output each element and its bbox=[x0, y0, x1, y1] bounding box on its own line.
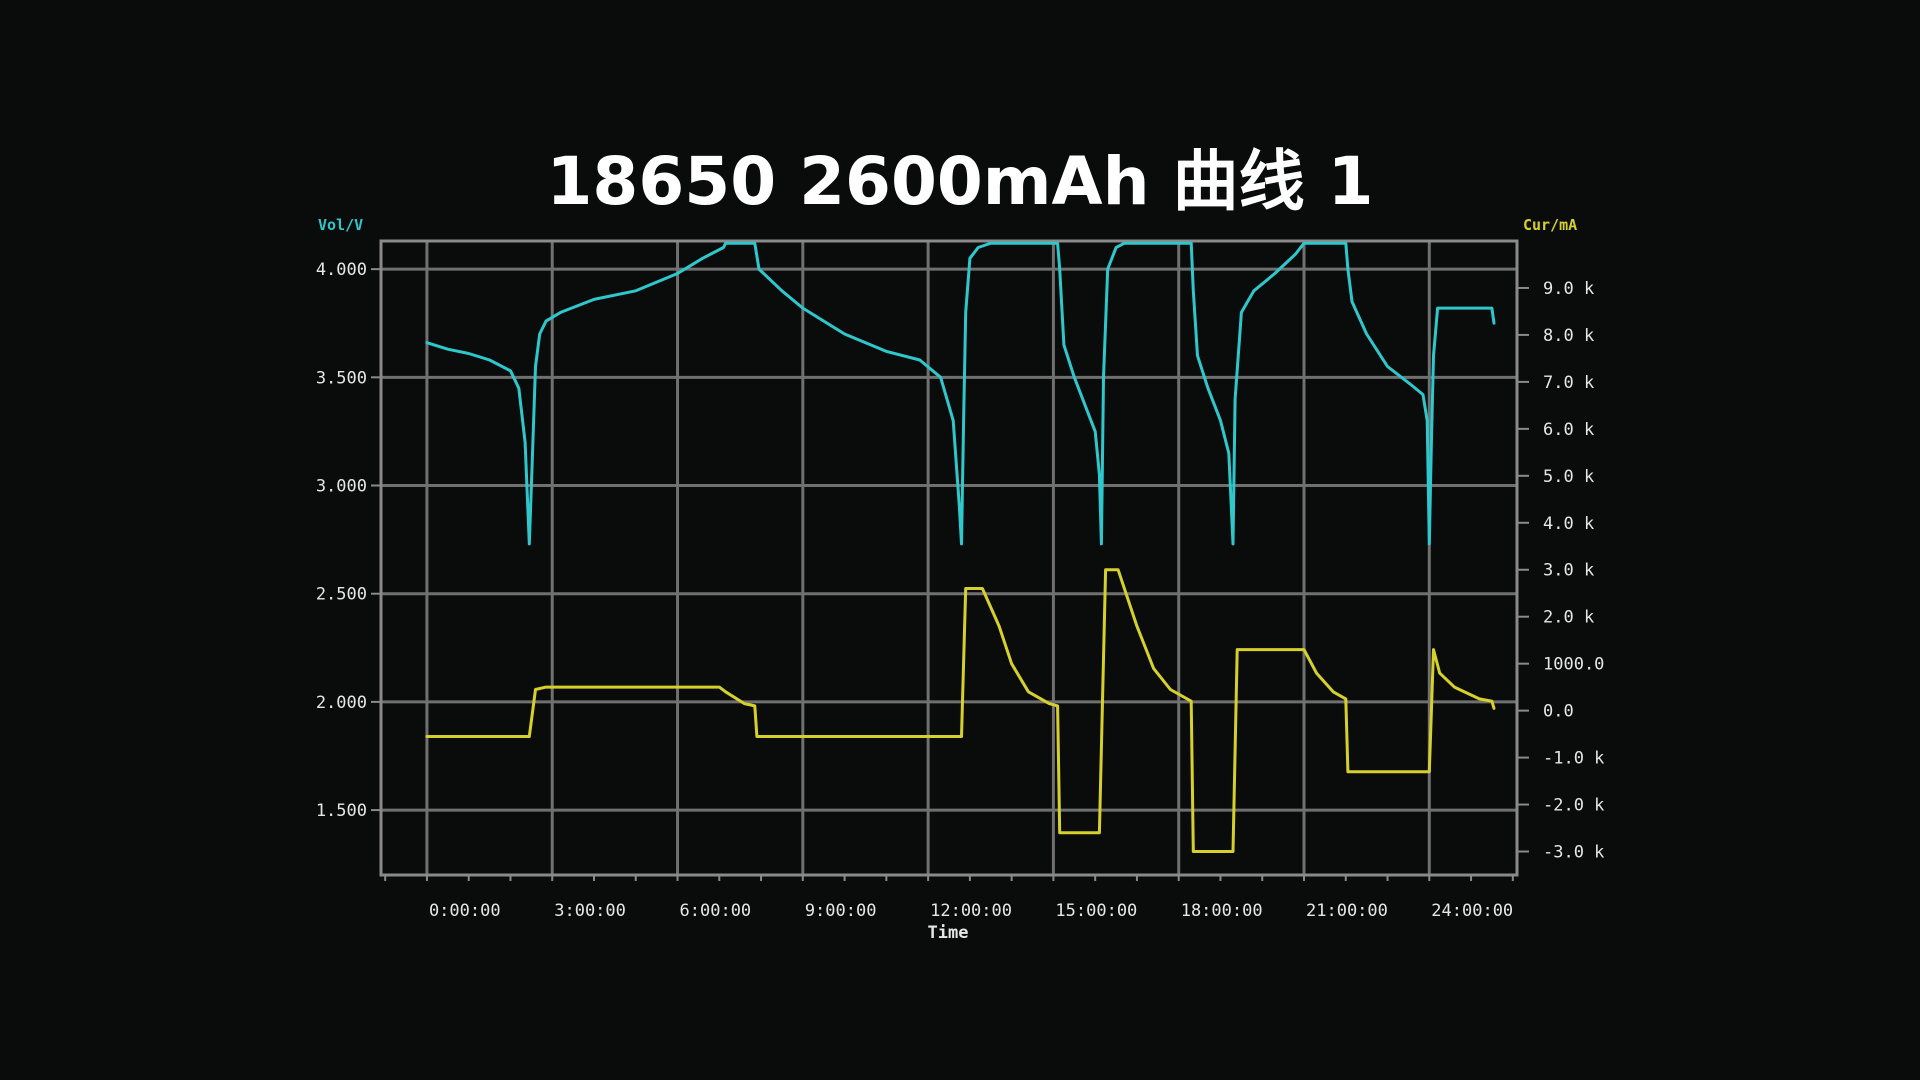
y-tick-label-right: -3.0 k bbox=[1543, 843, 1604, 863]
tick-layer: 0:00:00 3:00:00 6:00:00 9:00:00 12:00:00 15:0… bbox=[316, 260, 1605, 921]
y-tick-label-right: 3.0 k bbox=[1543, 561, 1594, 581]
y-tick-label-left: 2.000 bbox=[316, 693, 367, 713]
x-tick-label: 9:00:00 bbox=[805, 901, 877, 921]
plot-frame bbox=[379, 239, 1519, 877]
y-tick-label-right: 7.0 k bbox=[1543, 373, 1594, 393]
y-tick-label-right: -2.0 k bbox=[1543, 796, 1604, 816]
current-series-line bbox=[425, 568, 1496, 853]
y-tick-label-left: 4.000 bbox=[316, 260, 367, 280]
x-tick-label: 3:00:00 bbox=[554, 901, 626, 921]
x-tick-label: 21:00:00 bbox=[1306, 901, 1388, 921]
x-tick-label: 15:00:00 bbox=[1055, 901, 1137, 921]
y-tick-label-right: 5.0 k bbox=[1543, 467, 1594, 487]
x-tick-label: 24:00:00 bbox=[1431, 901, 1513, 921]
series-layer bbox=[425, 241, 1496, 853]
voltage-series-line bbox=[425, 241, 1496, 546]
chart-title: 18650 2600mAh 曲线 1 bbox=[546, 143, 1374, 220]
y-axis-label-left: Vol/V bbox=[318, 216, 363, 234]
x-tick-label: 0:00:00 bbox=[429, 901, 501, 921]
x-axis-label: Time bbox=[928, 923, 969, 943]
plot-border bbox=[379, 239, 1519, 877]
y-tick-label-left: 1.500 bbox=[316, 801, 367, 821]
y-tick-label-left: 2.500 bbox=[316, 585, 367, 605]
y-tick-label-right: 0.0 bbox=[1543, 702, 1574, 722]
y-tick-label-left: 3.500 bbox=[316, 368, 367, 388]
y-tick-label-right: -1.0 k bbox=[1543, 749, 1604, 769]
y-tick-label-right: 1000.0 bbox=[1543, 655, 1604, 675]
y-tick-label-right: 4.0 k bbox=[1543, 514, 1594, 534]
y-axis-label-right: Cur/mA bbox=[1523, 216, 1577, 234]
y-tick-label-right: 6.0 k bbox=[1543, 420, 1594, 440]
y-tick-label-right: 2.0 k bbox=[1543, 608, 1594, 628]
grid-layer bbox=[381, 241, 1517, 875]
x-tick-label: 18:00:00 bbox=[1181, 901, 1263, 921]
y-tick-label-right: 9.0 k bbox=[1543, 279, 1594, 299]
y-tick-label-right: 8.0 k bbox=[1543, 326, 1594, 346]
x-tick-label: 12:00:00 bbox=[930, 901, 1012, 921]
x-tick-label: 6:00:00 bbox=[680, 901, 752, 921]
y-tick-label-left: 3.000 bbox=[316, 477, 367, 497]
